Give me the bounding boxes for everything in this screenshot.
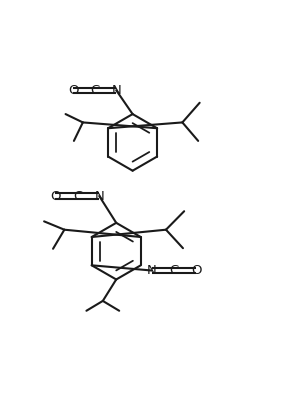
Text: N: N	[111, 84, 121, 97]
Text: N: N	[147, 264, 157, 277]
Text: O: O	[50, 190, 60, 203]
Text: N: N	[94, 190, 104, 203]
Text: O: O	[68, 84, 78, 97]
Text: O: O	[191, 264, 201, 277]
Text: C: C	[170, 264, 179, 277]
Text: C: C	[90, 84, 100, 97]
Text: C: C	[73, 190, 82, 203]
